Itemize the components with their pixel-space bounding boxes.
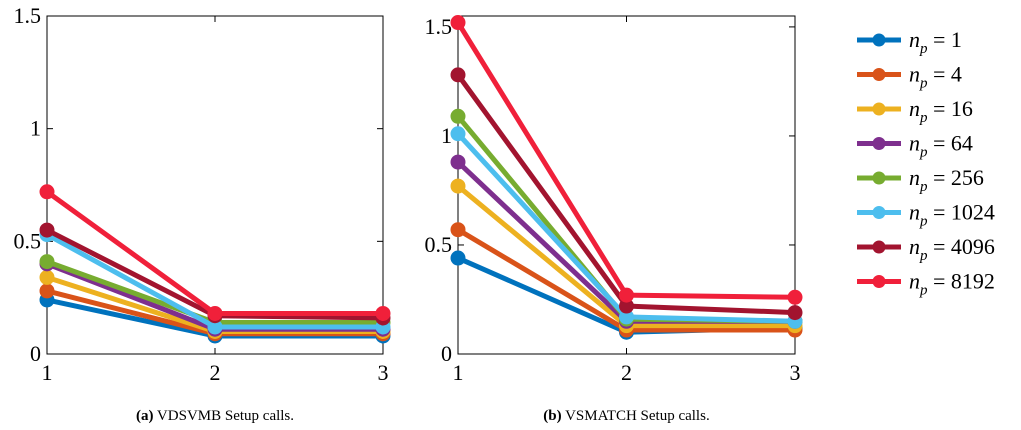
legend-label: np = 64 <box>909 131 973 161</box>
legend-label: np = 4096 <box>909 234 995 264</box>
legend-swatch-marker <box>872 102 886 116</box>
x-tick-label: 3 <box>790 360 801 385</box>
data-point <box>450 126 466 142</box>
y-tick-label: 0.5 <box>425 232 453 257</box>
chart-b: 0 0.5 1 1.5 1 2 3 <box>425 14 803 385</box>
legend-entry: np = 16 <box>857 96 973 126</box>
caption-b-label: (b) <box>543 408 561 424</box>
x-tick-label: 2 <box>210 360 221 385</box>
data-point <box>450 222 466 238</box>
y-tick-label: 1 <box>30 116 41 141</box>
legend-swatch-marker <box>872 68 886 81</box>
legend-label: np = 256 <box>909 165 984 195</box>
series <box>450 67 803 321</box>
series <box>450 15 803 305</box>
legend-label: np = 1024 <box>909 200 995 230</box>
legend-label: np = 16 <box>909 96 973 126</box>
series-line <box>455 73 796 316</box>
data-point <box>39 283 55 299</box>
caption-a-label: (a) <box>136 408 154 424</box>
data-point <box>787 289 803 305</box>
data-point <box>375 305 391 321</box>
x-tick-label: 1 <box>42 360 53 385</box>
legend-entry: np = 8192 <box>857 269 995 299</box>
x-tick-label: 2 <box>621 360 632 385</box>
y-tick-label: 1.5 <box>14 3 42 28</box>
legend-label: np = 1 <box>909 27 962 57</box>
legend-label: np = 4 <box>909 62 962 92</box>
x-tick-label: 1 <box>453 360 464 385</box>
data-point <box>207 305 223 321</box>
data-point <box>39 269 55 285</box>
data-point <box>450 67 466 83</box>
y-tick-label: 0 <box>30 341 41 366</box>
data-point <box>619 287 634 303</box>
data-point <box>787 305 803 321</box>
data-point <box>450 15 466 31</box>
series <box>39 184 391 321</box>
legend-label: np = 8192 <box>909 269 995 299</box>
data-point <box>450 154 466 170</box>
y-tick-label: 1 <box>441 123 452 148</box>
caption-a-text: VDSVMB Setup calls. <box>153 408 294 424</box>
chart-a: 0 0.5 1 1.5 1 2 3 <box>14 3 391 385</box>
caption-b-text: VSMATCH Setup calls. <box>562 408 710 424</box>
y-tick-label: 0 <box>441 341 452 366</box>
legend-swatch-marker <box>872 137 886 150</box>
legend-entry: np = 4 <box>857 62 962 92</box>
data-point <box>39 222 55 238</box>
x-tick-label: 3 <box>378 360 389 385</box>
legend: np = 1 np = 4 np = 16 np = 64 np = 256 np = 1… <box>857 27 995 299</box>
legend-swatch-marker <box>872 240 886 254</box>
caption-b: (b) VSMATCH Setup calls. <box>543 408 709 424</box>
legend-entry: np = 256 <box>857 165 984 195</box>
legend-swatch-marker <box>872 206 886 219</box>
legend-entry: np = 1024 <box>857 200 995 230</box>
data-point <box>39 254 55 270</box>
legend-swatch-marker <box>872 171 886 185</box>
data-point <box>39 184 55 200</box>
data-point <box>450 178 466 194</box>
legend-swatch-marker <box>872 33 886 47</box>
legend-entry: np = 1 <box>857 27 962 57</box>
y-tick-label: 0.5 <box>14 228 42 253</box>
caption-a: (a) VDSVMB Setup calls. <box>136 408 294 424</box>
data-point <box>450 250 466 266</box>
legend-swatch-marker <box>872 275 886 288</box>
legend-entry: np = 4096 <box>857 234 995 264</box>
legend-entry: np = 64 <box>857 131 973 161</box>
data-point <box>450 108 466 124</box>
y-tick-label: 1.5 <box>425 14 453 39</box>
series-line <box>455 21 796 300</box>
